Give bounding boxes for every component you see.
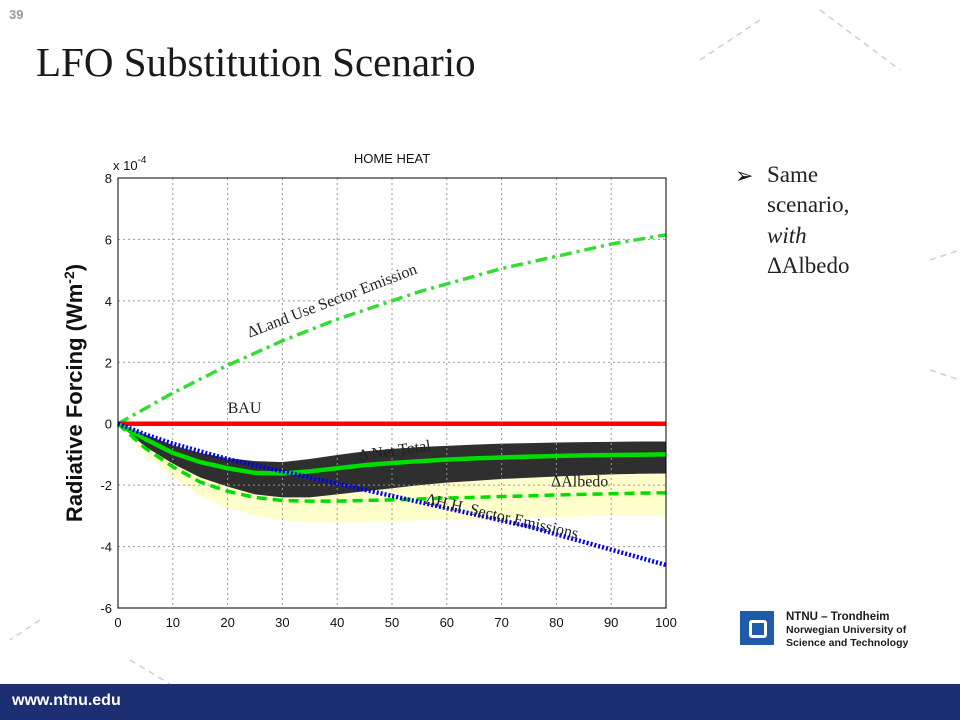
x-tick-label: 90 bbox=[604, 615, 618, 630]
footer-bar: www.ntnu.edu bbox=[0, 684, 960, 720]
scale-note: x 10-4 bbox=[113, 155, 147, 173]
x-tick-label: 40 bbox=[330, 615, 344, 630]
y-tick-label: -6 bbox=[100, 601, 112, 616]
bullet-line-1: Same bbox=[767, 162, 819, 187]
x-tick-label: 100 bbox=[655, 615, 677, 630]
y-tick-label: 8 bbox=[105, 171, 112, 186]
series-line bbox=[117, 233, 667, 426]
series-line bbox=[116, 421, 667, 476]
ntnu-logo-icon bbox=[740, 611, 774, 645]
band-dark bbox=[118, 423, 666, 498]
chart-title: HOME HEAT bbox=[354, 151, 430, 166]
y-tick-label: 0 bbox=[105, 417, 112, 432]
bullet-point: ➢ Same scenario, with ΔAlbedo bbox=[735, 160, 935, 281]
x-tick-label: 70 bbox=[494, 615, 508, 630]
x-tick-label: 0 bbox=[114, 615, 121, 630]
scale-exponent: -4 bbox=[138, 155, 147, 166]
y-tick-label: -4 bbox=[100, 540, 112, 555]
arrow-bullet-icon: ➢ bbox=[735, 163, 754, 188]
chart-series bbox=[116, 233, 667, 568]
radiative-forcing-chart: 0 10 20 30 40 50 60 70 80 90 100 -6 -4 -2 0 2 4 6 8 HOME H… bbox=[61, 151, 677, 630]
y-axis-label: Radiative Forcing (Wm-2) bbox=[61, 264, 87, 522]
ylabel-exponent: -2 bbox=[61, 271, 77, 284]
series-line bbox=[116, 422, 667, 503]
chart-grid bbox=[118, 178, 666, 608]
y-tick-label: -2 bbox=[100, 478, 112, 493]
footer-url[interactable]: www.ntnu.edu bbox=[12, 692, 121, 709]
ylabel-close: ) bbox=[62, 264, 87, 271]
plot-frame bbox=[117, 177, 667, 609]
logo-line-3: Science and Technology bbox=[786, 637, 909, 649]
ntnu-logo: NTNU – Trondheim Norwegian University of… bbox=[740, 611, 940, 653]
x-tick-label: 30 bbox=[275, 615, 289, 630]
x-tick-label: 60 bbox=[440, 615, 454, 630]
y-tick-label: 4 bbox=[105, 294, 112, 309]
x-tick-label: 20 bbox=[220, 615, 234, 630]
slide-number: 39 bbox=[9, 7, 24, 22]
series-line bbox=[117, 421, 667, 568]
bullet-line-4: ΔAlbedo bbox=[767, 253, 850, 279]
logo-line-2: Norwegian University of bbox=[786, 624, 907, 636]
bullet-line-2: scenario, bbox=[767, 192, 850, 218]
y-tick-label: 2 bbox=[105, 355, 112, 370]
y-tick-label: 6 bbox=[105, 232, 112, 247]
logo-line-1: NTNU – Trondheim bbox=[786, 611, 890, 623]
slide-title: LFO Substitution Scenario bbox=[36, 39, 476, 85]
x-tick-label: 10 bbox=[166, 615, 180, 630]
axis-ticks: 0 10 20 30 40 50 60 70 80 90 100 -6 -4 -2 0 2 4 6 8 bbox=[100, 171, 676, 630]
x-tick-label: 50 bbox=[385, 615, 399, 630]
series-annotation: BAU bbox=[228, 400, 262, 417]
series-annotation: ΔAlbedo bbox=[551, 474, 608, 491]
x-tick-label: 80 bbox=[549, 615, 563, 630]
bullet-line-3: with bbox=[767, 222, 807, 248]
